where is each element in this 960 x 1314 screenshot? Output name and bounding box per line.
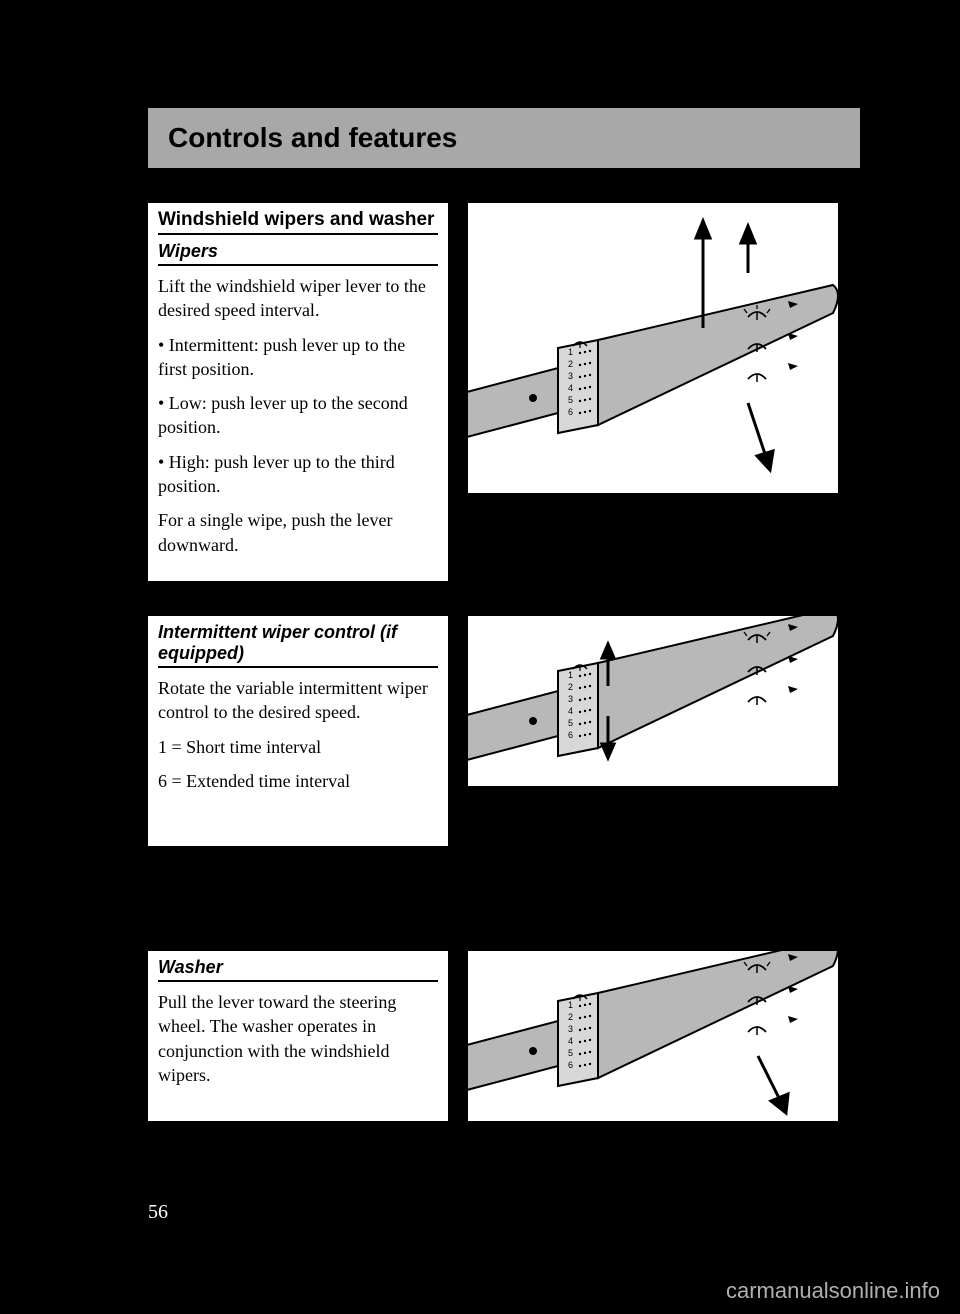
svg-text:6: 6: [568, 407, 573, 417]
wipers-low: • Low: push lever up to the second posit…: [158, 391, 438, 440]
washer-text-column: Washer Pull the lever toward the steerin…: [148, 951, 448, 1121]
wipers-intro: Lift the windshield wiper lever to the d…: [158, 274, 438, 323]
washer-lever-illustration: 1 2 3 4 5 6: [468, 951, 838, 1121]
svg-text:1: 1: [568, 1000, 573, 1010]
intermittent-image-column: 1 2 3 4 5 6: [468, 616, 860, 846]
washer-lever-diagram-icon: 1 2 3 4 5 6: [468, 951, 838, 1121]
svg-text:4: 4: [568, 383, 573, 393]
svg-text:2: 2: [568, 1012, 573, 1022]
section-subtitle-washer: Washer: [158, 957, 438, 982]
svg-text:6: 6: [568, 730, 573, 740]
intermittent-lever-diagram-icon: 1 2 3 4 5 6: [468, 616, 838, 786]
svg-text:4: 4: [568, 1036, 573, 1046]
svg-text:1: 1: [568, 670, 573, 680]
intermittent-short: 1 = Short time interval: [158, 735, 438, 759]
intermittent-text-column: Intermittent wiper control (if equipped)…: [148, 616, 448, 846]
wipers-intermittent: • Intermittent: push lever up to the fir…: [158, 333, 438, 382]
intermittent-extended: 6 = Extended time interval: [158, 769, 438, 793]
wiper-lever-diagram-icon: 1 2 3 4 5 6: [468, 203, 838, 493]
svg-text:1: 1: [568, 347, 573, 357]
svg-text:4: 4: [568, 706, 573, 716]
wipers-text-column: Windshield wipers and washer Wipers Lift…: [148, 203, 448, 581]
section-subtitle-wipers: Wipers: [158, 241, 438, 266]
page-number: 56: [148, 1201, 168, 1224]
intermittent-lever-illustration: 1 2 3 4 5 6: [468, 616, 838, 786]
svg-text:5: 5: [568, 718, 573, 728]
wipers-lever-illustration: 1 2 3 4 5 6: [468, 203, 838, 493]
wipers-high: • High: push lever up to the third posit…: [158, 450, 438, 499]
washer-text: Pull the lever toward the steering wheel…: [158, 990, 438, 1087]
intermittent-intro: Rotate the variable intermittent wiper c…: [158, 676, 438, 725]
wipers-section: Windshield wipers and washer Wipers Lift…: [148, 203, 860, 581]
header-bar: Controls and features: [148, 108, 860, 168]
svg-text:3: 3: [568, 371, 573, 381]
svg-text:2: 2: [568, 682, 573, 692]
wipers-image-column: 1 2 3 4 5 6: [468, 203, 860, 581]
washer-image-column: 1 2 3 4 5 6: [468, 951, 860, 1121]
page-title: Controls and features: [168, 122, 840, 154]
section-title-wipers-washer: Windshield wipers and washer: [158, 209, 438, 235]
svg-text:5: 5: [568, 1048, 573, 1058]
washer-section: Washer Pull the lever toward the steerin…: [148, 951, 860, 1121]
svg-text:2: 2: [568, 359, 573, 369]
watermark: carmanualsonline.info: [726, 1278, 940, 1304]
svg-text:3: 3: [568, 694, 573, 704]
section-subtitle-intermittent: Intermittent wiper control (if equipped): [158, 622, 438, 668]
svg-text:5: 5: [568, 395, 573, 405]
wipers-single: For a single wipe, push the lever downwa…: [158, 508, 438, 557]
svg-text:6: 6: [568, 1060, 573, 1070]
intermittent-section: Intermittent wiper control (if equipped)…: [148, 616, 860, 846]
svg-text:3: 3: [568, 1024, 573, 1034]
